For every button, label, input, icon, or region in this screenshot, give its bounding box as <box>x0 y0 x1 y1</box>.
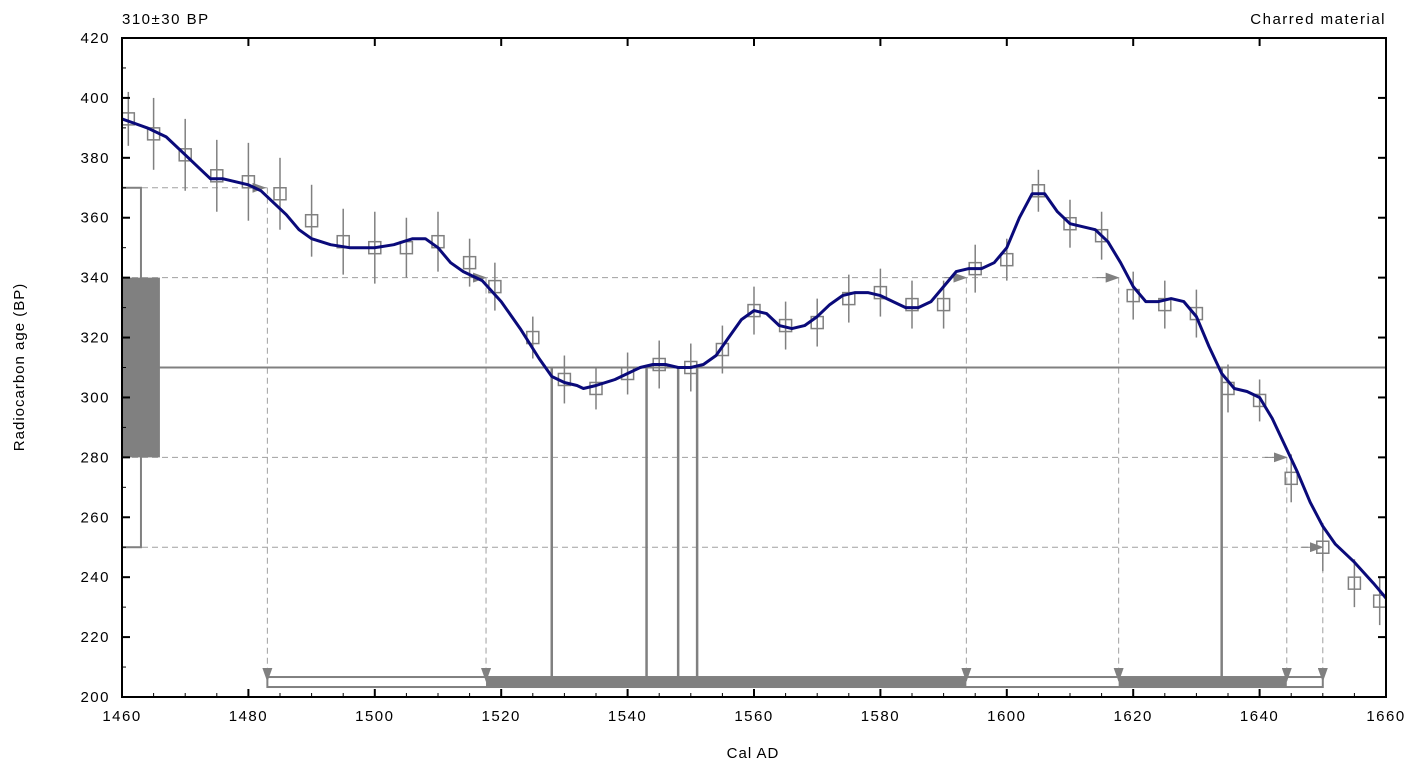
data-point-marker <box>462 255 477 270</box>
y-tick-label: 340 <box>80 270 110 287</box>
data-point-marker <box>1000 252 1014 267</box>
calibration-curve-line <box>121 117 1388 600</box>
y-tick-label: 280 <box>80 449 110 466</box>
x-tick-label: 1560 <box>734 708 773 725</box>
calibrated-range-1sigma <box>486 677 967 688</box>
calibrated-range-1sigma <box>1118 677 1287 688</box>
y-tick-label: 360 <box>80 210 110 227</box>
data-point-marker <box>241 175 256 189</box>
material-label: Charred material <box>1250 11 1386 28</box>
data-point-marker <box>1347 576 1362 590</box>
data-point-marker <box>304 213 319 228</box>
x-tick-label: 1500 <box>355 708 394 725</box>
x-tick-label: 1540 <box>608 708 647 725</box>
data-point-marker <box>210 169 224 183</box>
y-tick-label: 260 <box>80 509 110 526</box>
y-tick-label: 200 <box>80 689 110 706</box>
x-axis-title: Cal AD <box>727 745 780 762</box>
data-point-marker <box>715 342 730 357</box>
data-point-marker <box>1316 540 1330 554</box>
x-tick-label: 1480 <box>229 708 268 725</box>
sample-age-label: 310±30 BP <box>122 11 210 28</box>
y-tick-label: 420 <box>80 30 110 47</box>
x-tick-label: 1460 <box>102 708 141 725</box>
data-point-marker <box>873 285 888 300</box>
data-point-marker <box>178 148 192 162</box>
x-tick-label: 1660 <box>1366 708 1405 725</box>
y-tick-label: 400 <box>80 90 110 107</box>
x-tick-label: 1620 <box>1114 708 1153 725</box>
y-tick-label: 380 <box>80 150 110 167</box>
data-point-marker <box>620 366 635 381</box>
data-point-marker <box>936 297 951 312</box>
data-point-marker <box>1031 184 1046 198</box>
x-tick-label: 1580 <box>861 708 900 725</box>
x-tick-label: 1600 <box>987 708 1026 725</box>
data-point-marker <box>1252 393 1267 408</box>
y-tick-label: 220 <box>80 629 110 646</box>
y-tick-label: 300 <box>80 389 110 406</box>
plot-area: 1460 1480 1500 1520 1540 1560 1580 1600 1620 1640… <box>80 30 1405 725</box>
y-axis-title: Radiocarbon age (BP) <box>11 283 28 451</box>
data-point-marker <box>905 297 919 312</box>
y-tick-label: 240 <box>80 569 110 586</box>
y-tick-label: 320 <box>80 330 110 347</box>
data-point-marker <box>1284 471 1298 486</box>
x-tick-label: 1640 <box>1240 708 1279 725</box>
data-point-marker <box>273 187 287 201</box>
x-tick-label: 1520 <box>482 708 521 725</box>
data-point-marker <box>1094 228 1109 243</box>
